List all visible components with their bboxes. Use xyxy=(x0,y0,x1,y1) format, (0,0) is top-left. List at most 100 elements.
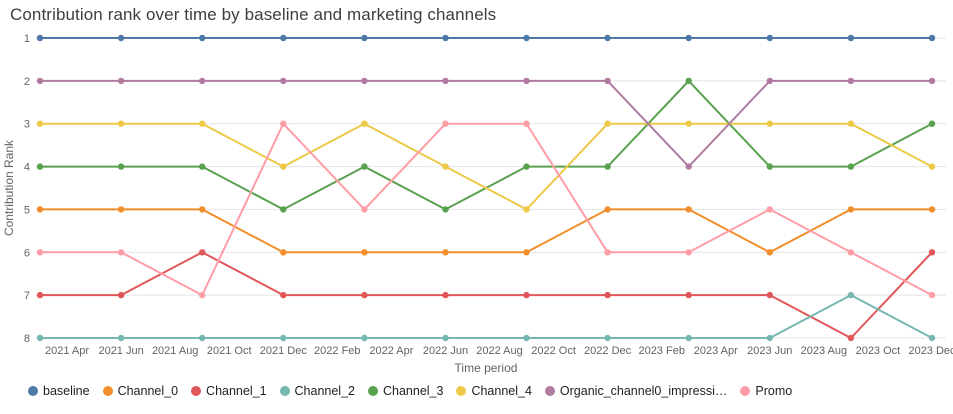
legend-item-channel-4[interactable]: Channel_4 xyxy=(456,384,532,398)
data-point-baseline xyxy=(442,34,449,42)
data-point-channel-2 xyxy=(280,334,287,342)
y-tick-label: 8 xyxy=(24,333,30,345)
data-point-organic-channel0-impressi xyxy=(117,77,125,85)
data-point-channel-3 xyxy=(847,163,855,170)
data-point-channel-0 xyxy=(361,249,368,256)
data-point-channel-0 xyxy=(685,206,692,213)
data-point-promo xyxy=(117,249,125,256)
series-line-channel-4 xyxy=(39,122,933,211)
x-tick-label: 2022 Feb xyxy=(314,345,360,357)
x-tick-label: 2021 Aug xyxy=(152,345,199,357)
data-point-channel-1 xyxy=(442,291,449,299)
data-point-organic-channel0-impressi xyxy=(361,77,368,85)
legend-item-channel-0[interactable]: Channel_0 xyxy=(102,384,178,398)
legend-marker-icon xyxy=(279,386,290,396)
legend-label: Channel_1 xyxy=(206,384,267,398)
data-point-channel-3 xyxy=(442,206,449,213)
data-point-channel-2 xyxy=(523,334,530,342)
series-line-channel-3 xyxy=(39,79,933,211)
gridlines xyxy=(36,37,946,339)
legend-item-channel-3[interactable]: Channel_3 xyxy=(367,384,444,398)
data-point-baseline xyxy=(928,34,936,42)
legend-item-promo[interactable]: Promo xyxy=(740,384,792,398)
data-point-channel-1 xyxy=(199,249,206,256)
data-point-channel-0 xyxy=(847,206,855,213)
data-point-organic-channel0-impressi xyxy=(36,77,44,85)
x-tick-label: 2021 Dec xyxy=(260,345,308,357)
data-point-channel-3 xyxy=(928,120,936,127)
data-point-organic-channel0-impressi xyxy=(523,77,530,85)
x-tick-label: 2023 Jun xyxy=(747,345,792,357)
x-tick-label: 2021 Apr xyxy=(45,345,89,357)
chart-title: Contribution rank over time by baseline … xyxy=(10,5,497,24)
data-point-channel-3 xyxy=(766,163,773,170)
legend-marker-icon xyxy=(544,386,555,396)
data-point-channel-3 xyxy=(604,163,611,170)
legend-item-channel-1[interactable]: Channel_1 xyxy=(191,384,267,398)
data-point-channel-0 xyxy=(280,249,287,256)
legend-label: Channel_3 xyxy=(382,384,444,398)
data-point-promo xyxy=(766,206,773,213)
series-line-channel-1 xyxy=(39,251,933,339)
data-point-channel-3 xyxy=(523,163,530,170)
data-point-channel-1 xyxy=(604,291,611,299)
legend-marker-icon xyxy=(28,386,38,396)
data-point-channel-1 xyxy=(36,291,44,299)
data-point-baseline xyxy=(117,34,125,42)
x-tick-label: 2021 Jun xyxy=(98,345,143,357)
data-point-channel-4 xyxy=(361,120,368,127)
data-point-organic-channel0-impressi xyxy=(604,77,611,85)
x-tick-label: 2022 Oct xyxy=(531,345,576,357)
data-point-channel-2 xyxy=(928,334,936,342)
x-tick-label: 2023 Oct xyxy=(856,345,901,357)
data-point-channel-0 xyxy=(766,249,773,256)
legend-item-organic-channel0-impressi[interactable]: Organic_channel0_impressi… xyxy=(544,384,727,398)
data-point-baseline xyxy=(280,34,287,42)
y-tick-label: 5 xyxy=(24,204,30,216)
data-point-channel-0 xyxy=(199,206,206,213)
y-axis-title: Contribution Rank xyxy=(2,139,16,236)
data-point-organic-channel0-impressi xyxy=(199,77,206,85)
data-point-baseline xyxy=(361,34,368,42)
data-point-organic-channel0-impressi xyxy=(280,77,287,85)
data-point-baseline xyxy=(36,34,44,42)
rank-line-chart: 1 2 3 4 5 6 7 8 2021 Apr 2021 Jun 2021 Aug 2021 Oc… xyxy=(2,33,953,375)
data-point-baseline xyxy=(847,34,855,42)
data-point-channel-3 xyxy=(117,163,125,170)
y-tick-label: 7 xyxy=(24,290,30,302)
data-point-channel-2 xyxy=(766,334,773,342)
x-tick-label: 2023 Apr xyxy=(694,345,738,357)
data-point-channel-0 xyxy=(604,206,611,213)
x-tick-label: 2022 Apr xyxy=(369,345,413,357)
legend-item-channel-2[interactable]: Channel_2 xyxy=(279,384,355,398)
data-point-channel-2 xyxy=(685,334,692,342)
y-axis-tick-labels: 1 2 3 4 5 6 7 8 xyxy=(24,33,30,345)
data-point-promo xyxy=(361,206,368,213)
data-point-channel-2 xyxy=(117,334,125,342)
y-tick-label: 3 xyxy=(24,119,30,131)
y-tick-label: 4 xyxy=(24,162,30,174)
x-axis-tick-labels: 2021 Apr 2021 Jun 2021 Aug 2021 Oct 2021 Dec… xyxy=(45,345,953,357)
data-point-baseline xyxy=(199,34,206,42)
legend-label: Channel_4 xyxy=(471,384,532,398)
data-point-channel-2 xyxy=(199,334,206,342)
data-point-baseline xyxy=(766,34,773,42)
data-point-channel-1 xyxy=(280,291,287,299)
data-point-channel-4 xyxy=(604,120,611,127)
data-point-promo xyxy=(442,120,449,127)
data-point-channel-1 xyxy=(928,249,936,256)
data-point-channel-3 xyxy=(280,206,287,213)
legend-marker-icon xyxy=(740,386,751,396)
series-lines xyxy=(36,34,936,342)
legend-label: baseline xyxy=(43,384,90,398)
data-point-baseline xyxy=(523,34,530,42)
data-point-baseline xyxy=(604,34,611,42)
y-tick-label: 2 xyxy=(24,76,30,88)
data-point-channel-0 xyxy=(928,206,936,213)
data-point-baseline xyxy=(685,34,692,42)
x-tick-label: 2022 Aug xyxy=(476,345,523,357)
data-point-channel-4 xyxy=(928,163,936,170)
data-point-organic-channel0-impressi xyxy=(928,77,936,85)
legend-item-baseline[interactable]: baseline xyxy=(28,384,90,398)
x-tick-label: 2022 Dec xyxy=(584,345,632,357)
